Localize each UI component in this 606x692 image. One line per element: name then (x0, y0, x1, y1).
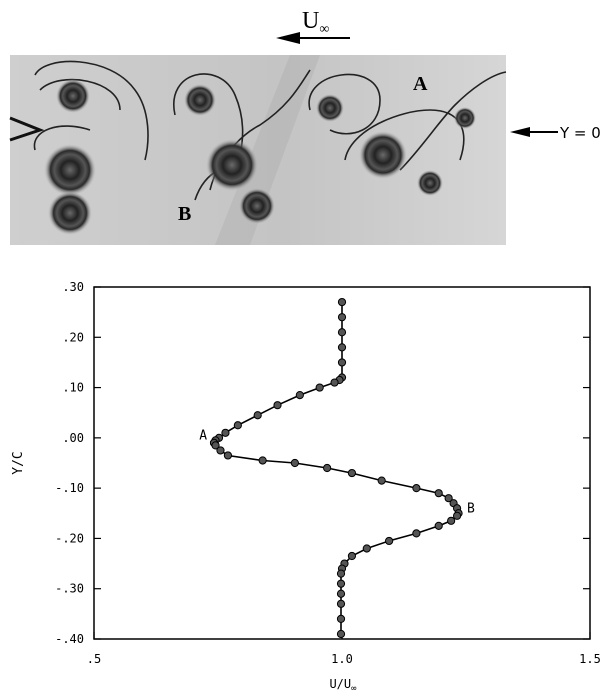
y-axis-label: Y/C (11, 451, 26, 474)
freestream-label: U∞ (302, 8, 329, 37)
vortex-cores (44, 79, 476, 235)
data-point (337, 328, 347, 337)
y0-label: Y = 0 (559, 124, 601, 142)
data-point (337, 358, 347, 367)
data-point (347, 551, 357, 561)
data-point (337, 313, 347, 322)
data-point (336, 614, 346, 623)
data-point (347, 468, 357, 478)
annotations: AB (199, 428, 475, 516)
x-axis-label: U/U∞ (329, 677, 357, 692)
velocity-chart: .30.20.10.00-.10-.20-.30-.40.5 1.0 1.5 AB … (11, 280, 601, 692)
data-point (444, 494, 453, 503)
data-point (295, 391, 304, 400)
photo-label-b: B (178, 203, 191, 225)
x-tick-label: 1.5 (579, 652, 601, 666)
data-point (330, 378, 339, 387)
data-point (377, 476, 386, 485)
data-point (337, 297, 347, 307)
data-point (323, 463, 332, 473)
data-point (412, 484, 421, 493)
data-point (452, 511, 462, 520)
data-point (412, 529, 421, 538)
x-tick-label: .5 (87, 652, 101, 666)
trailing-edge (9, 116, 45, 142)
data-point (336, 589, 346, 598)
data-point (336, 569, 346, 578)
y-tick-label: .20 (62, 330, 84, 344)
data-point (336, 599, 346, 608)
freestream-arrow-icon (276, 32, 350, 44)
data-point (336, 579, 346, 588)
x-tick-label: 1.0 (331, 652, 353, 666)
y0-arrow-icon (510, 127, 558, 137)
data-point (221, 428, 230, 437)
data-point (434, 489, 443, 498)
data-point (385, 536, 394, 546)
y-tick-label: .00 (62, 431, 84, 445)
data-point (362, 544, 371, 553)
series-line (213, 302, 460, 634)
y-tick-label: -.10 (55, 481, 84, 495)
axes: .30 .20 .10 .00 -.10 -.20 -.30 -.40.5 1.0 1.5 (55, 280, 601, 666)
y-tick-label: .30 (62, 280, 84, 294)
y-tick-label: -.40 (55, 632, 84, 646)
photo-label-a: A (413, 73, 428, 95)
annotation-label: A (199, 428, 207, 443)
data-point (337, 343, 347, 352)
data-point (258, 456, 267, 465)
data-points (209, 297, 463, 639)
data-point (223, 451, 233, 460)
y-tick-label: .10 (62, 381, 84, 395)
data-point (434, 521, 443, 530)
data-point (290, 458, 299, 468)
data-point (447, 516, 456, 525)
data-point (216, 446, 225, 455)
data-point (315, 383, 324, 392)
data-point (273, 401, 282, 410)
y-tick-label: -.30 (55, 582, 84, 596)
data-point (253, 411, 262, 420)
flow-photo: U∞ (9, 8, 601, 245)
annotation-label: B (467, 501, 475, 516)
y-tick-label: -.20 (55, 531, 84, 545)
data-point (211, 441, 220, 450)
data-point (336, 629, 346, 639)
data-point (233, 421, 242, 430)
